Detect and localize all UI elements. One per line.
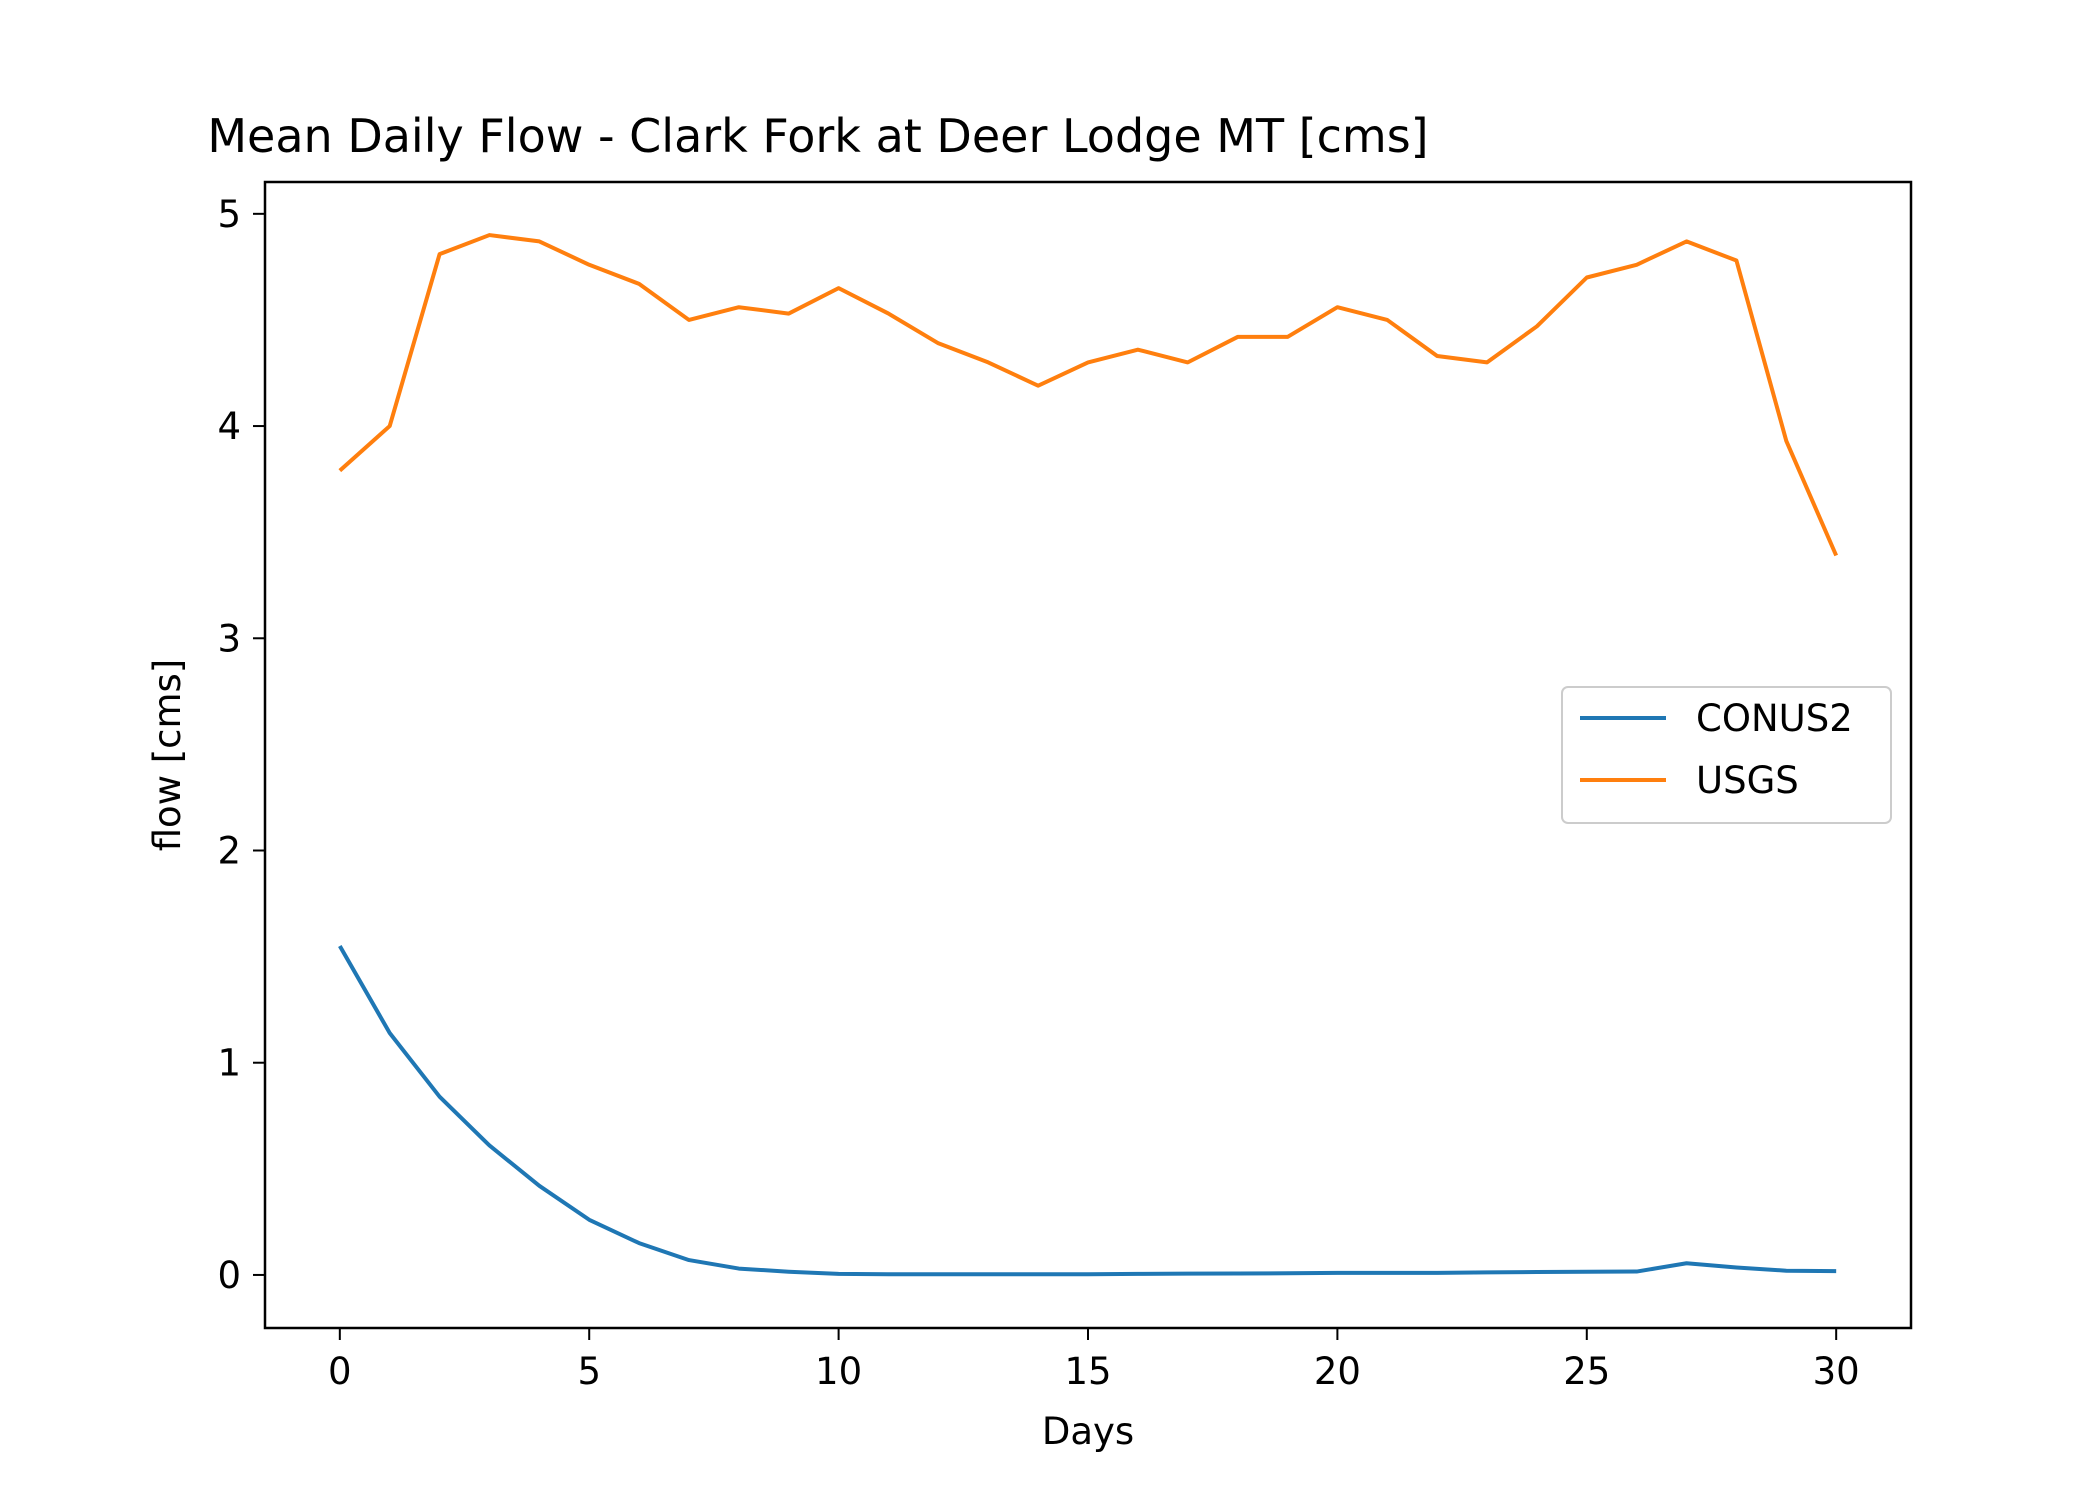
chart-title: Mean Daily Flow - Clark Fork at Deer Lod…	[207, 109, 1428, 163]
legend-label: USGS	[1696, 759, 1799, 802]
series-line-conus2	[338, 945, 1837, 1277]
x-axis-label: Days	[1042, 1410, 1134, 1453]
y-axis-ticks: 0 1 2 3 4 5	[217, 193, 265, 1297]
series-line-usgs	[338, 233, 1839, 557]
x-tick-label: 0	[328, 1350, 352, 1393]
legend-items: CONUS2 USGS	[1580, 697, 1853, 802]
y-tick-label: 3	[217, 617, 241, 660]
y-tick-label: 0	[217, 1254, 241, 1297]
y-tick-label: 4	[217, 405, 241, 448]
y-axis-label: flow [cms]	[146, 659, 189, 852]
y-tick-label: 5	[217, 193, 241, 236]
x-tick-label: 15	[1064, 1350, 1111, 1393]
y-tick-label: 2	[217, 830, 241, 873]
x-tick-label: 5	[577, 1350, 601, 1393]
x-tick-label: 20	[1314, 1350, 1361, 1393]
x-tick-label: 10	[815, 1350, 862, 1393]
legend: CONUS2 USGS	[1561, 686, 1892, 824]
y-tick-label: 1	[217, 1042, 241, 1085]
series-lines	[338, 233, 1839, 1277]
x-axis-ticks: 0 5 10 15 20 25 30	[328, 1328, 1860, 1393]
x-tick-label: 30	[1813, 1350, 1860, 1393]
x-tick-label: 25	[1563, 1350, 1610, 1393]
legend-box	[1561, 686, 1892, 824]
legend-label: CONUS2	[1696, 697, 1853, 740]
